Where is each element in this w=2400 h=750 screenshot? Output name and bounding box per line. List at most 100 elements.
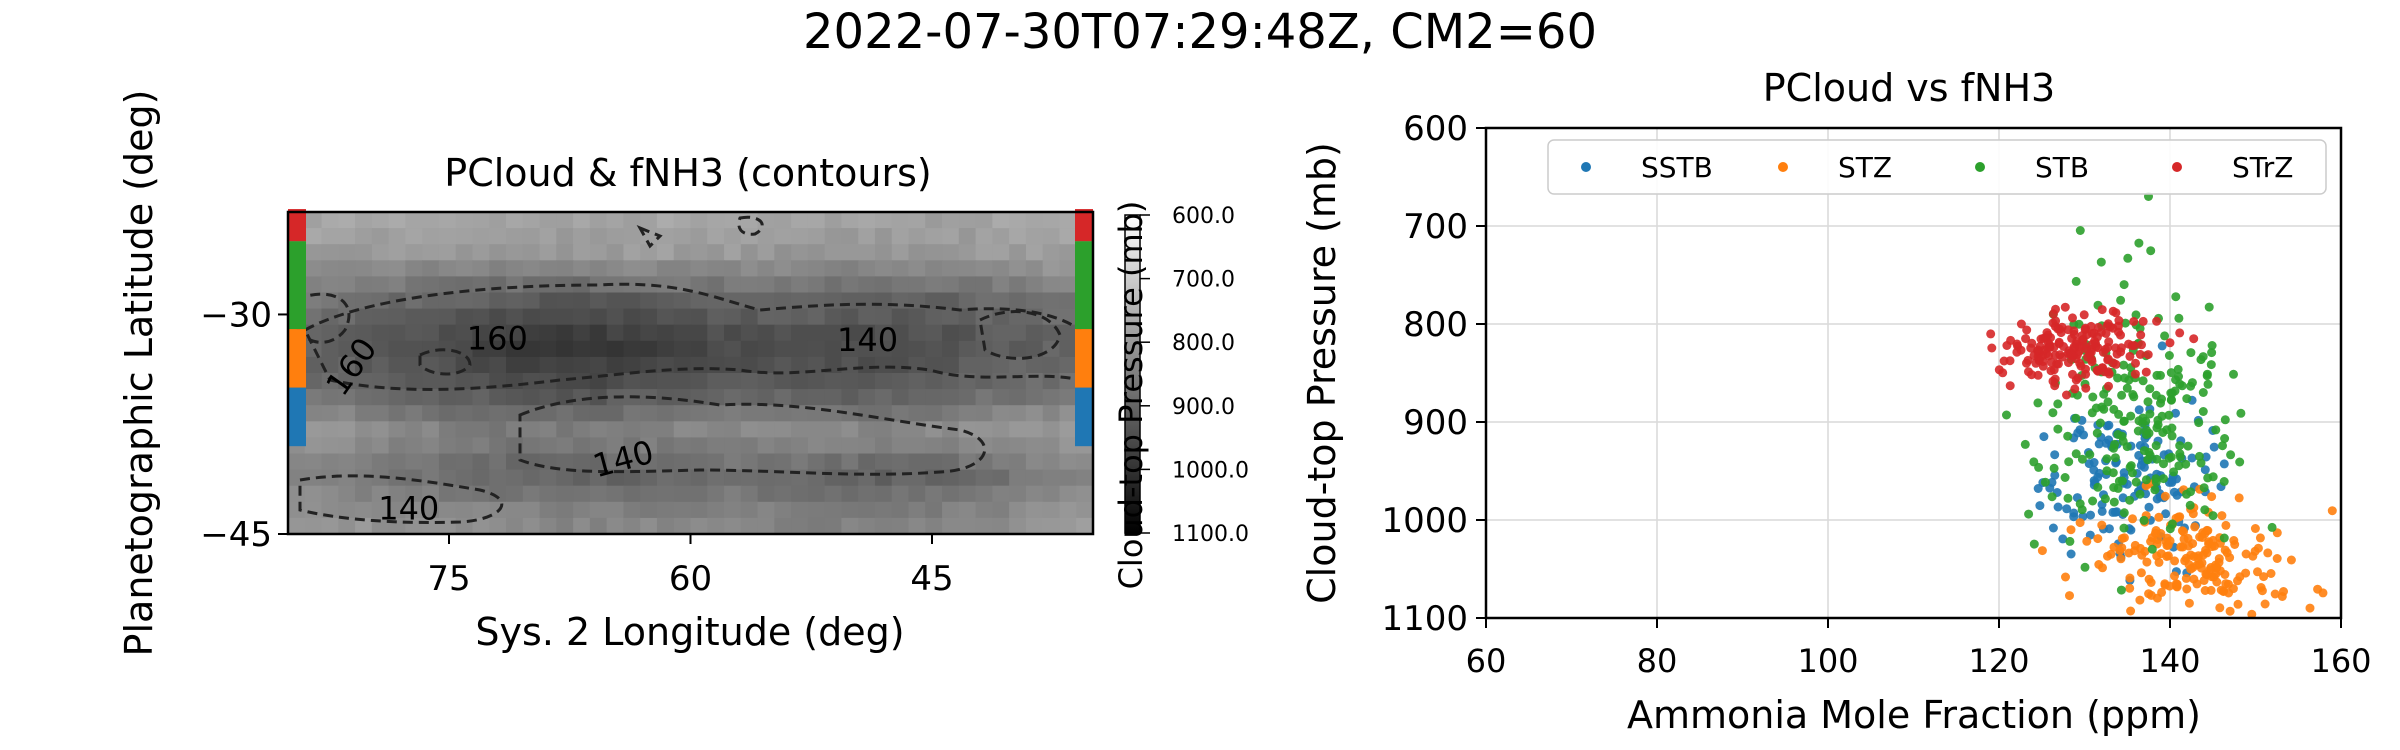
map-cell [757,276,775,294]
data-point [2117,543,2127,553]
map-cell [388,228,406,245]
data-point [2094,322,2103,332]
data-point [2166,368,2176,378]
map-cell [690,501,708,519]
map-cell [791,340,809,358]
data-point [2114,409,2124,419]
map-cell [992,517,1010,535]
map-cell [942,276,960,294]
map-cell [740,437,759,455]
data-point [2126,411,2136,421]
map-cell [1025,469,1044,487]
data-point [2147,544,2157,554]
map-cell [556,356,574,374]
map-cell [506,485,524,503]
map-cell [724,308,742,326]
data-point [2161,509,2171,519]
data-point [2150,485,2160,495]
map-cell [925,501,943,519]
map-cell [958,469,977,487]
map-cell [589,244,608,261]
map-cell [740,485,759,503]
data-point [2196,355,2206,365]
map-cell [656,405,675,422]
map-cell [807,421,826,438]
map-cell [422,276,440,294]
map-cell [673,453,692,471]
map-cell [1025,389,1044,406]
map-cell [673,485,692,503]
map-cell [1042,324,1061,342]
map-cell [874,453,893,471]
map-cell [807,260,826,277]
map-cell [975,517,993,535]
map-cell [992,244,1010,261]
data-point [2065,536,2075,546]
map-cell [992,421,1010,438]
map-cell [656,228,675,245]
map-cell [405,324,423,342]
map-cell [908,437,926,455]
map-cell [506,228,524,245]
data-point [2255,533,2265,543]
map-cell [438,501,457,519]
map-cell [874,340,893,358]
data-point [2233,599,2243,609]
map-cell [673,212,692,229]
map-cell [338,228,356,245]
scatter-axis-ticks: 60 80 100 120 140 160 600 700 800 900 1000 1100 [1381,109,2371,680]
map-cell [1009,453,1027,471]
map-cell [841,260,859,277]
map-cell [858,501,876,519]
data-point [2203,526,2213,536]
data-point [2151,477,2161,487]
map-cell [355,276,373,294]
map-cell [958,356,977,374]
map-cell [858,517,876,535]
map-cell [673,437,692,455]
map-cell [1025,260,1044,277]
data-point [2164,410,2174,420]
map-cell [958,405,977,422]
map-cell [690,373,708,390]
map-cell [841,453,859,471]
data-point [2203,473,2213,483]
data-point [2140,546,2150,556]
map-cell [388,212,406,229]
map-cell [539,260,557,277]
map-cell [791,501,809,519]
map-cell [388,373,406,390]
data-point [2220,434,2230,443]
data-point [2152,494,2162,504]
data-point [2136,330,2146,340]
data-point [2117,390,2127,400]
data-point [2145,384,2155,394]
map-cell [371,405,390,422]
map-cell [1059,356,1077,374]
data-point [2211,425,2221,435]
map-cell [656,421,675,438]
map-cell [757,228,775,245]
map-cell [539,485,557,503]
map-cell [858,292,876,310]
scatter-title: PCloud vs fNH3 [1763,66,2055,110]
map-cell [623,485,641,503]
map-cell [422,485,440,503]
map-cell [539,517,557,535]
map-cell [925,485,943,503]
map-cell [489,228,507,245]
map-cell [506,212,524,229]
map-cell [556,324,574,342]
legend-marker-strz [2172,162,2182,172]
map-cell [573,308,591,326]
map-cell [506,389,524,406]
map-cell [841,324,859,342]
map-cell [707,356,725,374]
map-cell [288,469,306,487]
map-cell [304,389,323,406]
map-cell [640,501,658,519]
data-point [2167,388,2177,398]
legend-marker-stb [1975,162,1985,172]
map-cell [690,421,708,438]
